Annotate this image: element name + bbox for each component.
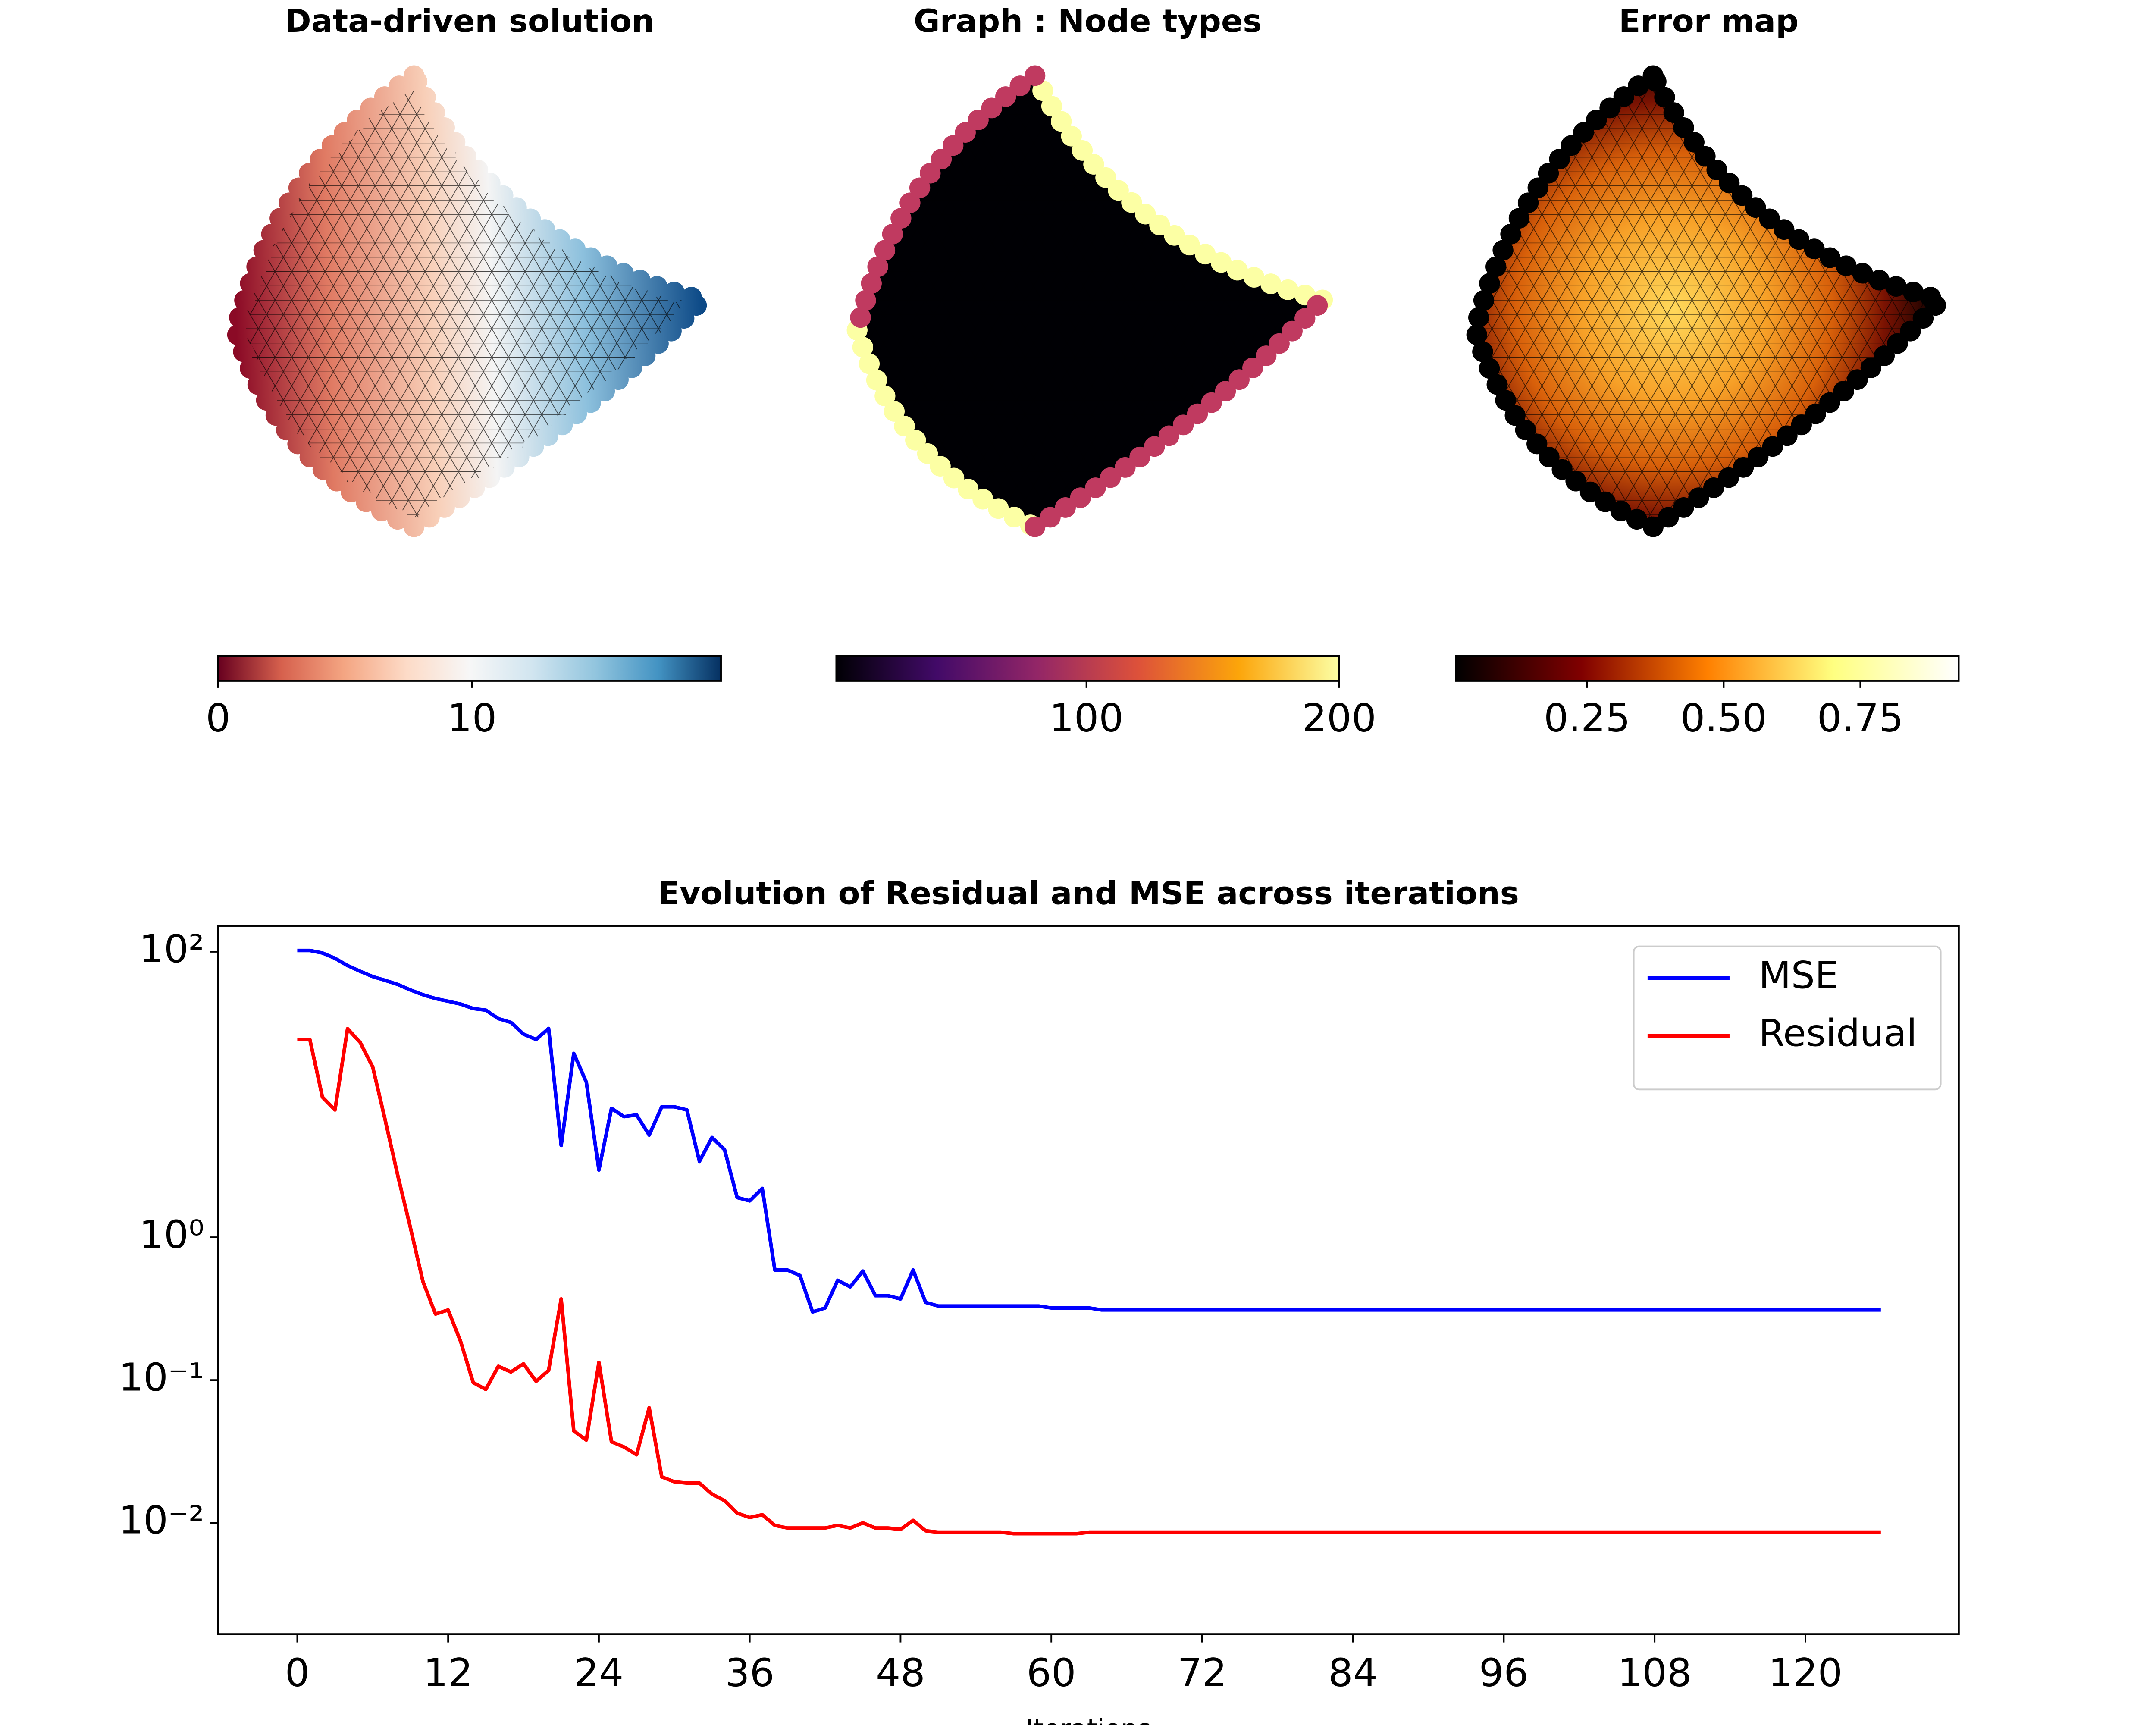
x-tick-label: 24 <box>574 1651 624 1695</box>
legend-label: Residual <box>1759 1012 1917 1055</box>
panel-title: Graph : Node types <box>914 3 1262 40</box>
boundary-nodes <box>846 65 1333 537</box>
boundary-nodes <box>846 65 1333 537</box>
colorbar <box>1455 655 1960 682</box>
y-tick-label: 10⁰ <box>139 1213 204 1257</box>
x-tick-label: 48 <box>876 1651 925 1695</box>
mesh-panel-3 <box>1464 60 1960 539</box>
mesh-edges <box>857 75 1323 527</box>
colorbar-tick-label: 0 <box>206 696 230 740</box>
boundary-nodes <box>1464 60 1960 539</box>
legend-label: MSE <box>1759 954 1839 997</box>
panel-title: Data-driven solution <box>285 3 654 40</box>
x-tick-label: 72 <box>1178 1651 1227 1695</box>
x-tick-label: 108 <box>1617 1651 1692 1695</box>
x-tick-label: 96 <box>1479 1651 1529 1695</box>
mesh-panel-1 <box>225 60 721 539</box>
boundary-nodes <box>225 60 721 539</box>
colorbar-tick-label: 0.50 <box>1680 696 1767 740</box>
x-tick-label: 60 <box>1027 1651 1076 1695</box>
x-tick-label: 84 <box>1328 1651 1378 1695</box>
x-axis-label: Iterations <box>1025 1714 1151 1725</box>
colorbar-tick-label: 0.75 <box>1817 696 1904 740</box>
colorbar-tick-label: 0.25 <box>1544 696 1630 740</box>
series-line <box>297 948 1881 1314</box>
legend-box <box>1633 945 1942 1091</box>
mesh-edges <box>236 75 702 527</box>
colorbar-tick-label: 10 <box>447 696 497 740</box>
mesh-panel-2 <box>846 65 1333 537</box>
y-tick-label: 10⁻¹ <box>119 1355 204 1400</box>
x-tick-label: 0 <box>285 1651 310 1695</box>
colorbar <box>835 655 1340 682</box>
colorbar-tick-label: 200 <box>1302 696 1376 740</box>
chart-title: Evolution of Residual and MSE across ite… <box>658 875 1519 912</box>
mesh-edges <box>1475 75 1941 527</box>
y-tick-label: 10⁻² <box>119 1498 204 1543</box>
plot-frame <box>217 925 1960 1635</box>
colorbar <box>217 655 722 682</box>
x-tick-label: 12 <box>423 1651 473 1695</box>
x-tick-label: 36 <box>725 1651 774 1695</box>
x-tick-label: 120 <box>1768 1651 1843 1695</box>
series-line <box>297 1027 1881 1536</box>
colorbar-tick-label: 100 <box>1050 696 1124 740</box>
panel-title: Error map <box>1619 3 1799 40</box>
y-tick-label: 10² <box>139 927 204 972</box>
